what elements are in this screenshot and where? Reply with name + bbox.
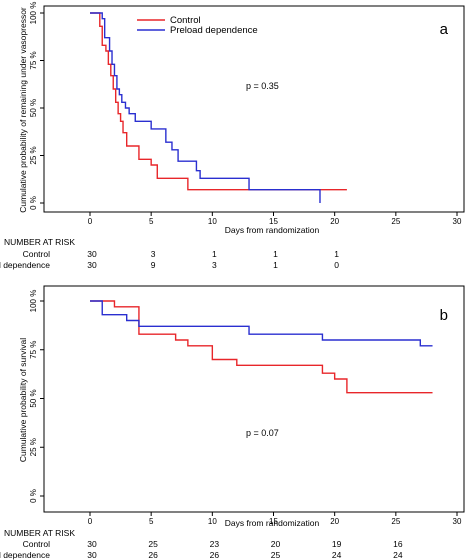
- risk-value: 24: [393, 550, 403, 560]
- panel-a: a Cumulative probability of remaining un…: [0, 2, 465, 270]
- y-ticks-b: 0 % 25 % 50 % 75 % 100 %: [29, 290, 44, 503]
- risk-value: 1: [273, 249, 278, 259]
- risk-value: 1: [212, 249, 217, 259]
- legend-label-preload: Preload dependence: [170, 25, 258, 36]
- y-axis-label-a: Cumulative probability of remaining unde…: [18, 7, 28, 213]
- x-tick-label: 30: [453, 517, 462, 526]
- x-tick-label: 0: [88, 217, 93, 226]
- x-ticks-b: 0 5 10 15 20 25 30: [88, 512, 462, 526]
- y-tick-label: 100 %: [29, 2, 38, 25]
- x-tick-label: 15: [269, 517, 278, 526]
- risk-value: 1: [273, 260, 278, 270]
- x-ticks-a: 0 5 10 15 20 25 30: [88, 212, 462, 226]
- survival-curves-b: [90, 300, 433, 394]
- risk-value: 20: [271, 539, 281, 549]
- x-tick-label: 10: [208, 217, 217, 226]
- panel-label-b: b: [440, 307, 448, 324]
- risk-value: 26: [148, 550, 158, 560]
- y-tick-label: 75 %: [29, 51, 38, 69]
- risk-value: 23: [210, 539, 220, 549]
- risk-table-values-a: 30 3 1 1 130 9 3 1 0: [87, 249, 339, 270]
- risk-value: 3: [212, 260, 217, 270]
- y-tick-label: 50 %: [29, 99, 38, 117]
- risk-row-label-preload-a: Preload dependence: [0, 260, 50, 270]
- legend: Control Preload dependence: [137, 15, 258, 36]
- x-tick-label: 10: [208, 517, 217, 526]
- curve-control: [90, 300, 433, 394]
- risk-value: 16: [393, 539, 403, 549]
- risk-row-label-preload-b: Preload dependence: [0, 550, 50, 560]
- p-value-b: p = 0.07: [246, 428, 279, 438]
- x-tick-label: 20: [330, 217, 339, 226]
- x-tick-label: 25: [391, 217, 400, 226]
- panel-b: b Cumulative probability of survival Day…: [0, 285, 465, 560]
- curve-preload-dependence: [90, 12, 321, 203]
- risk-row-label-control-b: Control: [23, 539, 51, 549]
- x-tick-label: 20: [330, 517, 339, 526]
- risk-value: 0: [334, 260, 339, 270]
- plot-frame-b: [43, 285, 465, 513]
- y-tick-label: 25 %: [29, 438, 38, 456]
- y-tick-label: 50 %: [29, 389, 38, 407]
- risk-value: 3: [151, 249, 156, 259]
- survival-curves-a: [90, 12, 347, 203]
- x-tick-label: 0: [88, 517, 93, 526]
- risk-value: 9: [151, 260, 156, 270]
- y-ticks-a: 0 % 25 % 50 % 75 % 100 %: [29, 2, 44, 210]
- risk-value: 19: [332, 539, 342, 549]
- y-tick-label: 25 %: [29, 146, 38, 164]
- x-tick-label: 15: [269, 217, 278, 226]
- y-axis-label-b: Cumulative probability of survival: [18, 338, 28, 462]
- p-value-a: p = 0.35: [246, 81, 279, 91]
- y-tick-label: 75 %: [29, 341, 38, 359]
- risk-table-header-a: NUMBER AT RISK: [4, 237, 75, 247]
- curve-control: [90, 12, 347, 191]
- risk-row-label-control-a: Control: [23, 249, 51, 259]
- y-tick-label: 100 %: [29, 290, 38, 313]
- y-tick-label: 0 %: [29, 196, 38, 210]
- x-tick-label: 5: [149, 517, 154, 526]
- risk-value: 25: [148, 539, 158, 549]
- risk-table-header-b: NUMBER AT RISK: [4, 528, 75, 538]
- risk-value: 25: [271, 550, 281, 560]
- curve-preload-dependence: [90, 300, 433, 347]
- x-tick-label: 30: [453, 217, 462, 226]
- y-tick-label: 0 %: [29, 489, 38, 503]
- risk-value: 30: [87, 550, 97, 560]
- risk-value: 26: [210, 550, 220, 560]
- risk-value: 1: [334, 249, 339, 259]
- x-axis-label-b: Days from randomization: [225, 518, 320, 528]
- x-tick-label: 25: [391, 517, 400, 526]
- plot-frame-a: [43, 5, 465, 213]
- risk-value: 30: [87, 539, 97, 549]
- legend-label-control: Control: [170, 15, 201, 26]
- x-axis-label-a: Days from randomization: [225, 225, 320, 235]
- panel-label-a: a: [440, 21, 449, 38]
- risk-value: 30: [87, 249, 97, 259]
- x-tick-label: 5: [149, 217, 154, 226]
- risk-value: 24: [332, 550, 342, 560]
- risk-value: 30: [87, 260, 97, 270]
